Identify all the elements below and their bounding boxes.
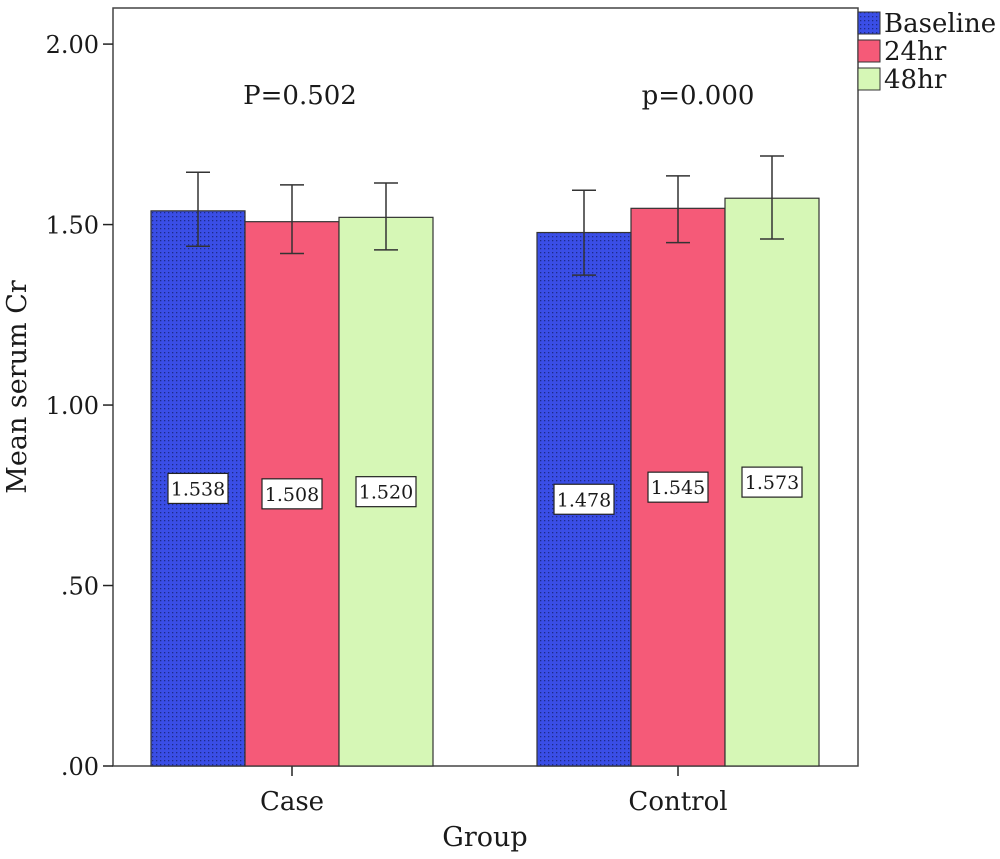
legend-label: 48hr [884, 65, 947, 95]
data-label-box [355, 476, 417, 508]
data-label-box [741, 466, 803, 498]
y-tick-label: 2.00 [46, 31, 99, 59]
legend-swatch [857, 67, 881, 91]
plot-frame [112, 7, 859, 767]
y-tick-label: .50 [61, 573, 99, 601]
data-label: 1.538 [171, 478, 225, 500]
data-label: 1.545 [651, 477, 705, 499]
x-axis-title: Group [442, 822, 527, 853]
data-label: 1.478 [557, 489, 611, 511]
legend-swatch [857, 11, 881, 35]
data-label: 1.520 [359, 482, 413, 504]
y-tick-label: 1.00 [46, 392, 99, 420]
y-tick-label: .00 [61, 753, 99, 781]
plot-area: .00 .50 1.00 1.50 2.00 Case Control Group Mean s… [2, 7, 996, 853]
legend-label: Baseline [884, 9, 996, 39]
x-tick-label: Case [260, 787, 324, 817]
data-label: 1.573 [745, 472, 799, 494]
data-label-box [647, 471, 709, 503]
legend-swatch [857, 39, 881, 63]
data-label-box [167, 472, 229, 505]
x-tick-label: Control [628, 787, 727, 817]
data-label-box [553, 483, 615, 515]
data-label: 1.508 [265, 484, 319, 506]
p-value-annotation: p=0.000 [642, 81, 755, 111]
y-axis-title: Mean serum Cr [2, 280, 33, 494]
p-value-annotation: P=0.502 [243, 81, 357, 111]
data-label-box [261, 478, 323, 510]
legend-label: 24hr [884, 37, 947, 67]
y-tick-label: 1.50 [46, 212, 99, 240]
